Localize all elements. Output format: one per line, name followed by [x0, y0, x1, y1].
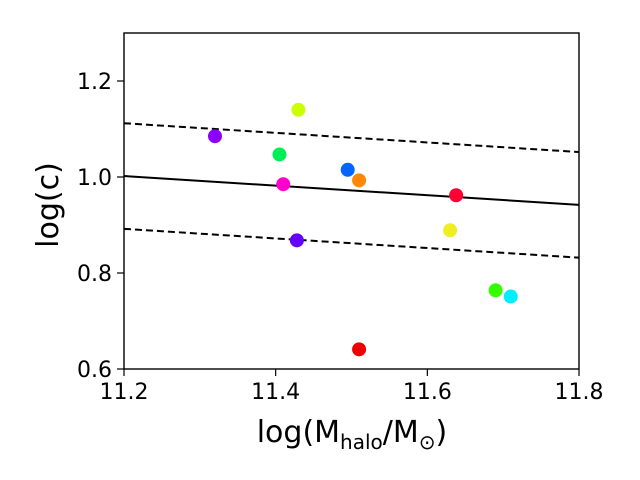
- y-tick-label: 1.0: [77, 166, 112, 191]
- data-point: [352, 342, 367, 357]
- x-tick-label: 11.2: [100, 380, 149, 405]
- ticks-layer: 11.2 11.4 11.6 11.8 0.6 0.8 1.0 1.2: [77, 70, 603, 405]
- data-point: [276, 177, 291, 192]
- data-point: [503, 289, 518, 304]
- plot-frame: [123, 32, 580, 370]
- x-tick-label: 11.4: [251, 380, 300, 405]
- data-point: [488, 283, 503, 298]
- points-layer: [208, 102, 518, 357]
- data-point: [272, 147, 287, 162]
- x-axis-label-main: log(M: [257, 415, 340, 450]
- y-tick-label: 0.6: [77, 358, 112, 383]
- data-point: [449, 188, 464, 203]
- x-axis-label-mid: /M: [383, 415, 419, 450]
- lower-scatter-line: [123, 227, 580, 259]
- x-axis-label: log(Mhalo/M⊙): [257, 415, 448, 454]
- y-axis-label: log(c): [31, 162, 66, 248]
- x-axis-label-end: ): [436, 415, 448, 450]
- data-point: [443, 223, 458, 238]
- y-tick-label: 1.2: [77, 70, 112, 95]
- data-point: [289, 233, 304, 248]
- fit-line: [123, 175, 580, 206]
- data-point: [208, 129, 222, 144]
- data-point: [352, 173, 367, 188]
- x-axis-label-sub-halo: halo: [340, 430, 383, 454]
- y-tick-label: 0.8: [77, 262, 112, 287]
- upper-scatter-line: [123, 122, 580, 154]
- data-point: [291, 102, 306, 117]
- x-tick-label: 11.6: [403, 380, 452, 405]
- lines-layer: [123, 122, 580, 259]
- x-axis-label-sub-sun: ⊙: [419, 430, 436, 454]
- data-point: [340, 162, 355, 177]
- x-tick-label: 11.8: [555, 380, 604, 405]
